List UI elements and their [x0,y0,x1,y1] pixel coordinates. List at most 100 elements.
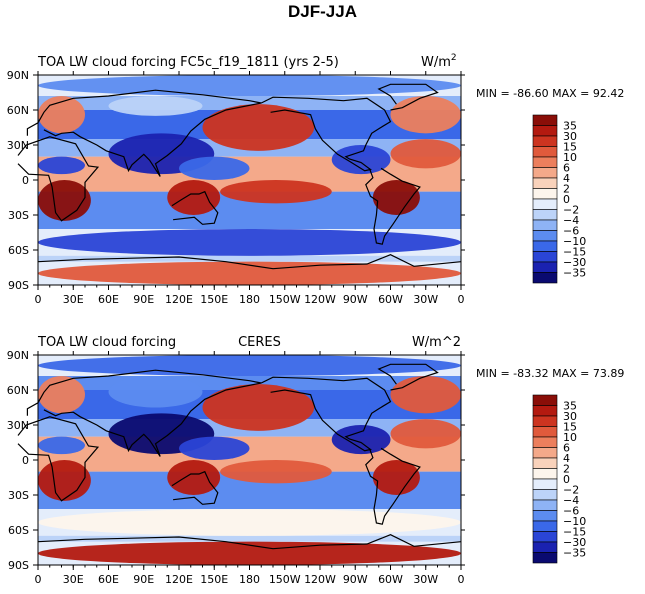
colorbar-label: 15 [563,141,577,154]
x-tick-label: 120W [304,293,336,306]
colorbar-label: 30 [563,130,577,143]
coastline [37,254,462,270]
colorbar-label: −15 [563,246,586,259]
x-tick-label: 120E [165,293,193,306]
heat-region [38,509,461,536]
colorbar-segment [532,272,558,284]
colorbar-segment [532,261,558,273]
x-tick-label: 150E [200,293,228,306]
heat-region [179,436,250,461]
heat-region [108,376,203,408]
x-tick-label: 180 [239,573,260,586]
colorbar-segment [532,146,558,158]
x-tick-label: 0 [35,573,42,586]
y-tick-label: 0 [22,454,29,467]
heat-band [38,535,461,542]
x-tick-label: 150W [269,573,301,586]
y-tick-label: 60N [7,384,29,397]
units-label: W/m^2 [412,335,461,350]
colorbar-segment [532,394,558,406]
colorbar-segment [532,426,558,438]
colorbar-segment [532,478,558,490]
heat-region [38,75,461,96]
colorbar-label: −35 [563,547,586,560]
y-tick-label: 60S [8,524,29,537]
x-tick-label: 0 [458,573,465,586]
heat-region [38,229,461,256]
colorbar-label: 0 [563,193,570,206]
y-tick-label: 30N [7,139,29,152]
heat-region [38,156,85,175]
units-label: W/m2 [421,53,457,70]
x-tick-label: 60W [378,293,403,306]
colorbar-segment [532,114,558,126]
coastline [261,376,392,452]
colorbar-segment [532,156,558,168]
left-title: TOA LW cloud forcing [37,55,176,70]
min-max-stats: MIN = -86.60 MAX = 92.42 [476,87,624,100]
colorbar-segment [532,240,558,252]
colorbar-label: 4 [563,172,570,185]
colorbar-segment [532,531,558,543]
x-tick-label: 0 [458,293,465,306]
colorbar-label: −35 [563,267,586,280]
colorbar-label: −10 [563,515,586,528]
x-tick-label: 150E [200,573,228,586]
coastline [377,363,439,391]
y-tick-label: 90S [8,559,29,572]
coastline [365,167,421,245]
colorbar-label: 35 [563,120,577,133]
y-tick-label: 60S [8,244,29,257]
colorbar-segment [532,520,558,532]
colorbar-segment [532,251,558,263]
x-tick-label: 90W [343,293,368,306]
colorbar-segment [532,125,558,137]
colorbar-segment [532,230,558,242]
colorbar-segment [532,510,558,522]
heat-region [390,419,461,449]
colorbar-segment [532,219,558,231]
colorbar-segment [532,541,558,553]
y-tick-label: 90S [8,279,29,292]
x-tick-label: 90E [133,293,154,306]
heat-region [38,180,91,221]
heat-region [372,460,420,495]
x-tick-label: 30W [413,293,438,306]
min-max-stats: MIN = -83.32 MAX = 73.89 [476,367,624,380]
heat-region [108,96,203,116]
center-title: FC5c_f19_1811 (yrs 2-5) [180,55,339,70]
map-panel-2: 0 30E 60E 90E 120E 150E 180 150W 120W 90W 60W 30W 09… [7,335,625,586]
coastline [17,416,100,502]
coastline [171,470,219,505]
x-tick-label: 30E [63,293,84,306]
x-tick-label: 180 [239,293,260,306]
heat-region [179,156,250,180]
colorbar-label: −6 [563,225,579,238]
y-tick-label: 30N [7,419,29,432]
x-tick-label: 0 [35,293,42,306]
figure-title: DJF-JJA [288,2,357,21]
heat-band [38,255,461,262]
heat-region [38,436,85,455]
colorbar-label: 2 [563,463,570,476]
x-tick-label: 60W [378,573,403,586]
heat-region [220,180,332,204]
colorbar-label: 0 [563,473,570,486]
colorbar-label: 6 [563,162,570,175]
colorbar-label: 30 [563,410,577,423]
colorbar-label: 4 [563,452,570,465]
colorbar-label: −6 [563,505,579,518]
heat-region [202,104,315,151]
colorbar-segment [532,209,558,221]
coastline [261,96,392,172]
y-tick-label: 30S [8,489,29,502]
coastline [365,447,421,525]
colorbar-segment [532,468,558,480]
heat-region [220,460,332,484]
coastline [26,89,262,177]
y-tick-label: 30S [8,209,29,222]
colorbar-label: −10 [563,235,586,248]
heat-region [38,460,91,501]
heat-region [390,139,461,169]
